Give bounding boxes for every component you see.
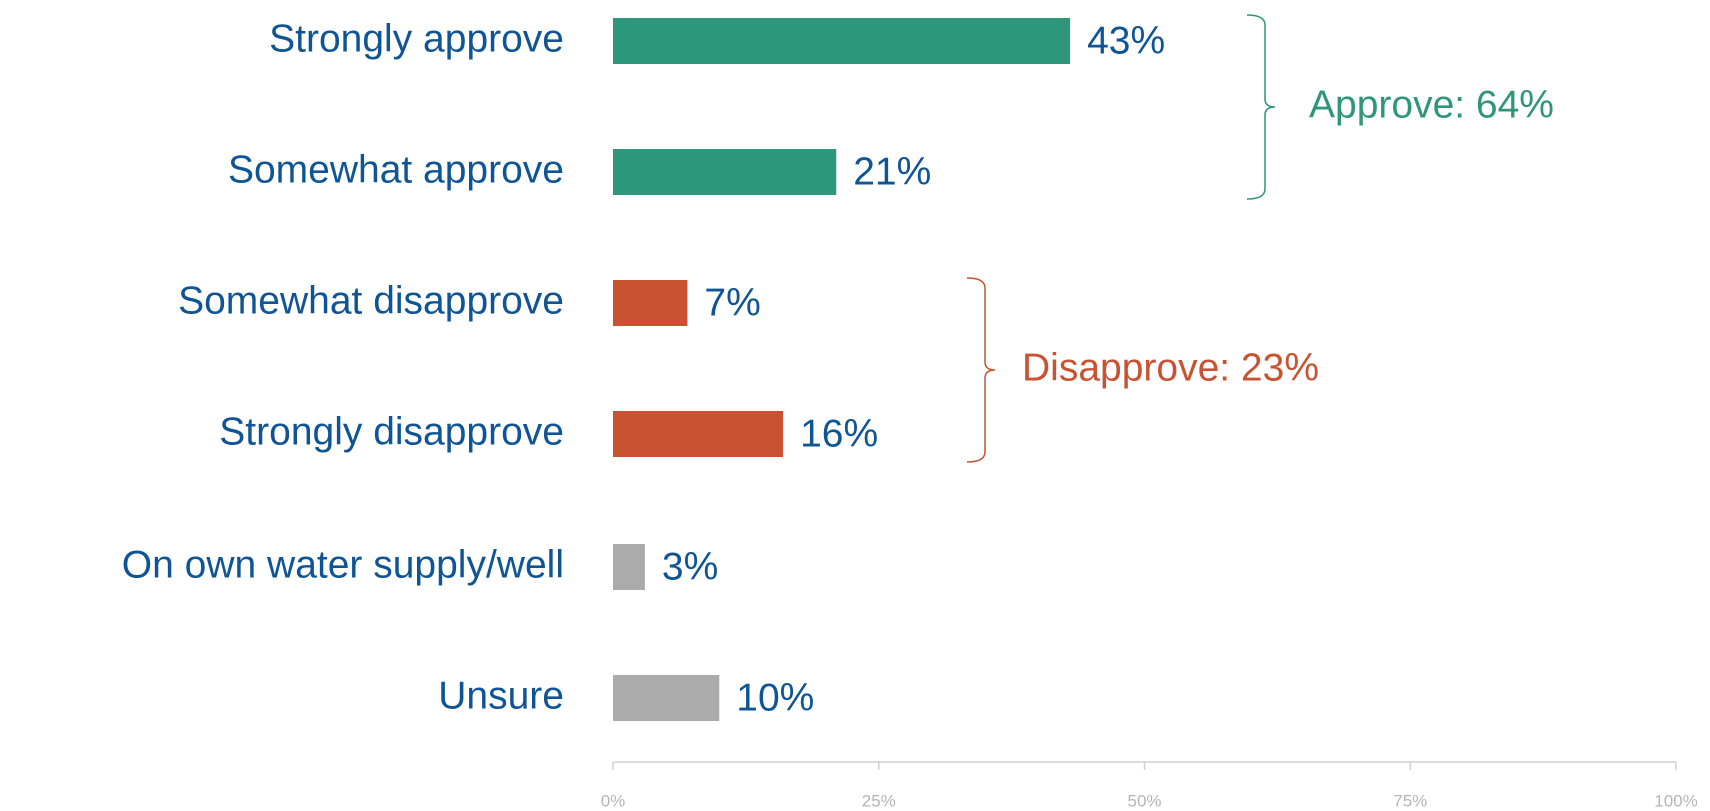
category-label: Somewhat disapprove	[178, 279, 564, 322]
value-label: 43%	[1087, 19, 1165, 62]
bar	[613, 149, 837, 195]
x-tick-label: 0%	[601, 791, 626, 810]
bracket	[1246, 14, 1276, 200]
annotation: Disapprove: 23%	[1022, 346, 1319, 389]
x-tick-label: 100%	[1654, 791, 1697, 810]
value-label: 10%	[736, 676, 814, 719]
x-tick-label: 75%	[1393, 791, 1427, 810]
x-tick-label: 25%	[862, 791, 896, 810]
value-label: 21%	[853, 150, 931, 193]
bar	[613, 544, 645, 590]
x-tick-label: 50%	[1127, 791, 1161, 810]
bar	[613, 280, 688, 326]
category-label: Strongly disapprove	[219, 410, 564, 453]
value-label: 16%	[800, 412, 878, 455]
bar	[613, 411, 784, 457]
value-label: 3%	[662, 545, 718, 588]
bar	[613, 18, 1071, 64]
category-label: Unsure	[438, 674, 564, 717]
category-label: On own water supply/well	[122, 543, 564, 586]
annotation: Approve: 64%	[1309, 83, 1554, 126]
value-label: 7%	[704, 281, 760, 324]
bracket	[966, 277, 996, 463]
category-label: Strongly approve	[269, 17, 564, 60]
category-label: Somewhat approve	[228, 148, 564, 191]
bar	[613, 675, 720, 721]
